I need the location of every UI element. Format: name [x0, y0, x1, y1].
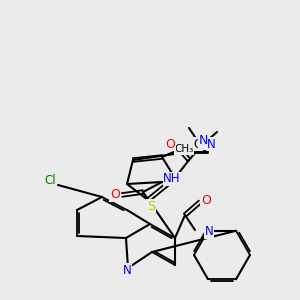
Text: O: O [110, 188, 120, 202]
Text: NH: NH [163, 172, 181, 185]
Text: S: S [147, 200, 155, 212]
Text: CH₃: CH₃ [174, 144, 194, 154]
Text: Cl: Cl [44, 173, 56, 187]
Text: N: N [198, 134, 208, 148]
Text: O: O [165, 137, 175, 151]
Text: N: N [123, 263, 131, 277]
Text: C: C [194, 137, 202, 151]
Text: O: O [201, 194, 211, 206]
Text: N: N [207, 137, 215, 151]
Text: N: N [205, 225, 213, 238]
